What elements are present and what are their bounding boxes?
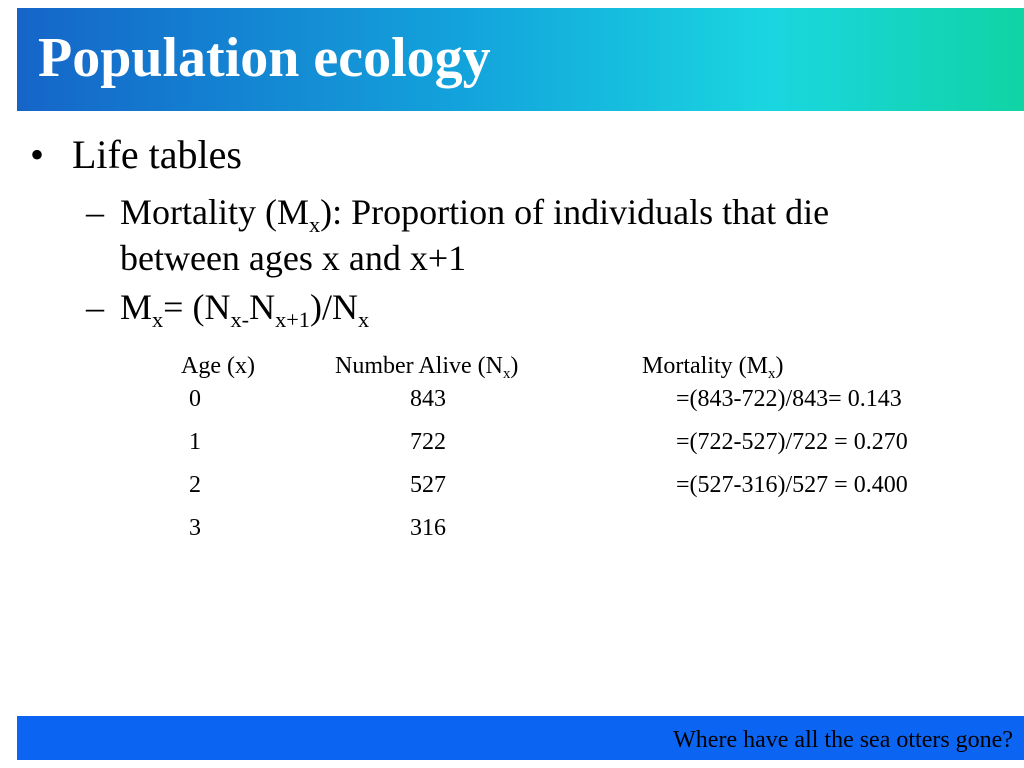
table-cell-alive: 843 bbox=[410, 386, 446, 412]
table-header-number-alive: Number Alive (Nx) bbox=[335, 353, 519, 383]
bullet-life-tables: • Life tables bbox=[30, 131, 242, 179]
table-cell-alive: 316 bbox=[410, 515, 446, 541]
mortality-definition-line1: Mortality (Mx): Proportion of individual… bbox=[120, 192, 830, 237]
table-cell-mortality: =(527-316)/527 = 0.400 bbox=[676, 472, 908, 498]
table-cell-age: 3 bbox=[189, 515, 201, 541]
dash-icon: – bbox=[86, 287, 104, 327]
mortality-formula: Mx= (Nx-Nx+1)/Nx bbox=[120, 287, 370, 332]
dash-icon: – bbox=[86, 192, 104, 232]
table-cell-mortality: =(843-722)/843= 0.143 bbox=[676, 386, 902, 412]
table-cell-age: 2 bbox=[189, 472, 201, 498]
bullet-dot-icon: • bbox=[30, 132, 45, 177]
footer-text: Where have all the sea otters gone? bbox=[673, 727, 1013, 753]
title-bar bbox=[17, 8, 1024, 111]
table-cell-alive: 527 bbox=[410, 472, 446, 498]
footer-bar bbox=[17, 716, 1024, 760]
mortality-definition-line2: between ages x and x+1 bbox=[120, 238, 467, 278]
table-header-mortality: Mortality (Mx) bbox=[642, 353, 784, 383]
bullet-text: Life tables bbox=[72, 132, 242, 177]
table-header-age: Age (x) bbox=[181, 353, 255, 379]
slide-title: Population ecology bbox=[38, 27, 491, 89]
table-cell-age: 0 bbox=[189, 386, 201, 412]
table-cell-age: 1 bbox=[189, 429, 201, 455]
table-cell-mortality: =(722-527)/722 = 0.270 bbox=[676, 429, 908, 455]
table-cell-alive: 722 bbox=[410, 429, 446, 455]
